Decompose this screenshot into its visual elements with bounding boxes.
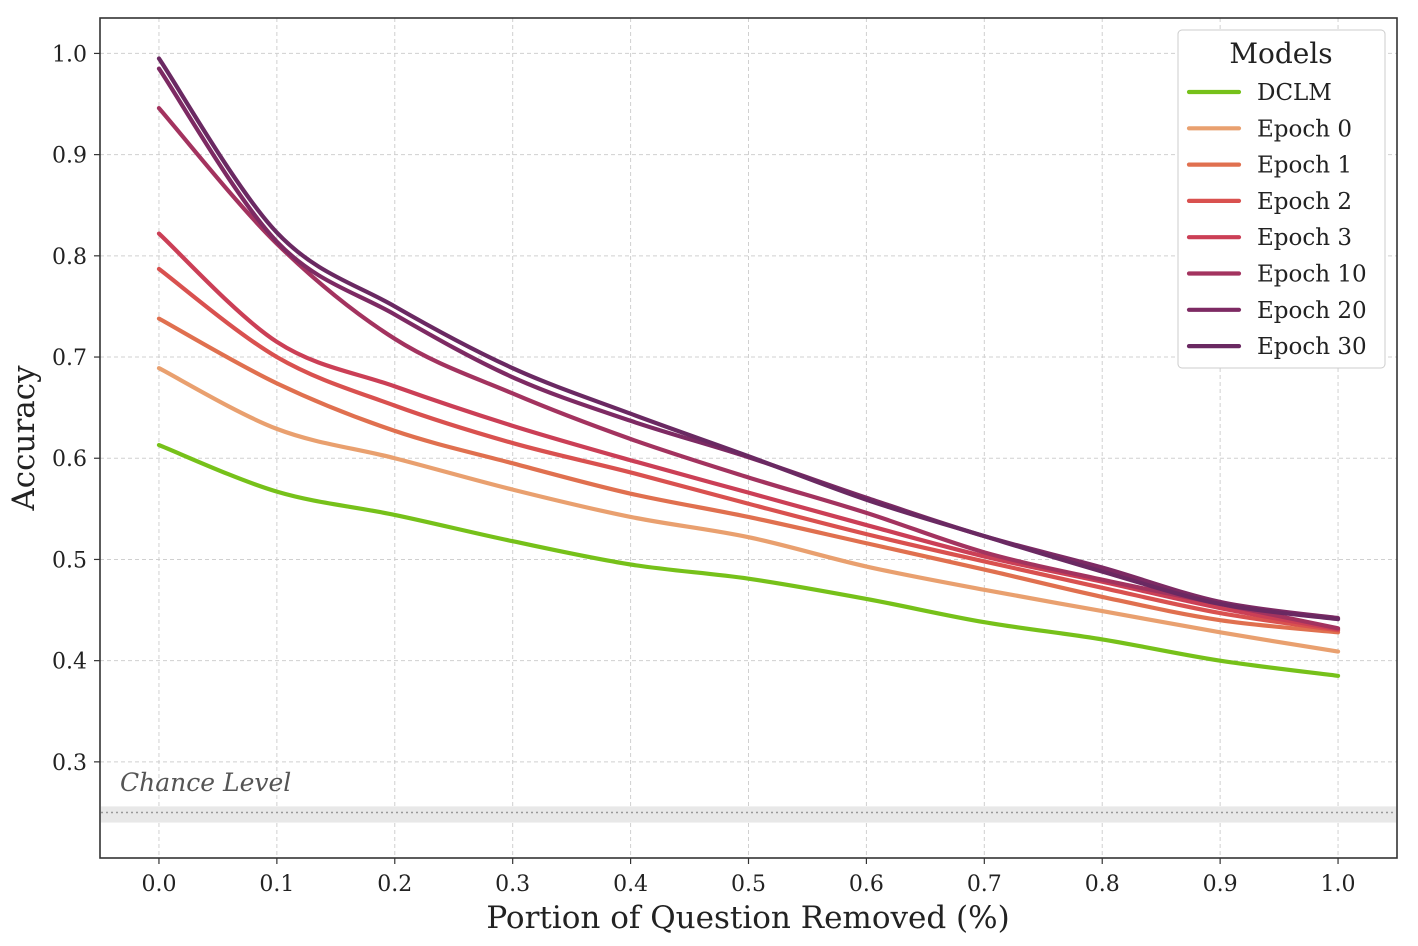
y-tick-label: 0.8	[52, 245, 87, 270]
x-tick-label: 0.7	[967, 872, 1002, 897]
series-line-epoch-10	[156, 105, 1341, 631]
x-tick-label: 0.9	[1203, 872, 1238, 897]
series-line-epoch-2	[156, 266, 1341, 633]
x-tick-label: 0.6	[849, 872, 884, 897]
series-line-epoch-3	[156, 231, 1341, 632]
legend-box	[1177, 29, 1386, 369]
y-axis-label: Accuracy	[6, 365, 42, 512]
x-tick-label: 0.5	[731, 872, 766, 897]
y-tick-label: 0.5	[52, 548, 87, 573]
legend-label-epoch-3: Epoch 3	[1257, 225, 1352, 251]
legend-label-epoch-30: Epoch 30	[1257, 334, 1367, 360]
x-tick-label: 1.0	[1321, 872, 1356, 897]
y-tick-label: 0.3	[52, 751, 87, 776]
legend: Models DCLM Epoch 0 Epoch 1 Epoch 2 Epoch 3 E…	[1177, 29, 1386, 369]
legend-label-epoch-1: Epoch 1	[1257, 153, 1352, 179]
x-axis-ticks: 0.0 0.1 0.2 0.3 0.4 0.5 0.6 0.7 0.8 0.9 1.0	[141, 858, 1356, 897]
x-tick-label: 0.4	[613, 872, 648, 897]
y-tick-label: 0.7	[52, 346, 87, 371]
series-lines	[156, 56, 1341, 678]
series-line-epoch-30	[156, 56, 1341, 622]
chance-level: Chance Level	[101, 768, 1396, 823]
y-tick-label: 1.0	[52, 42, 87, 67]
y-tick-label: 0.9	[52, 144, 87, 169]
legend-label-epoch-10: Epoch 10	[1257, 262, 1367, 288]
y-tick-label: 0.4	[52, 650, 87, 675]
x-tick-label: 0.3	[495, 872, 530, 897]
chance-level-band	[101, 806, 1396, 823]
y-axis-ticks: 0.3 0.4 0.5 0.6 0.7 0.8 0.9 1.0	[52, 42, 100, 776]
x-tick-label: 0.2	[377, 872, 412, 897]
legend-label-epoch-2: Epoch 2	[1257, 189, 1352, 215]
legend-label-epoch-0: Epoch 0	[1257, 116, 1352, 142]
x-tick-label: 0.8	[1085, 872, 1120, 897]
series-line-epoch-1	[156, 316, 1341, 635]
legend-label-epoch-20: Epoch 20	[1257, 298, 1367, 324]
series-line-epoch-0	[156, 366, 1341, 654]
legend-title: Models	[1229, 37, 1332, 70]
series-line-dclm	[156, 442, 1341, 678]
x-axis-label: Portion of Question Removed (%)	[486, 900, 1009, 936]
x-tick-label: 0.1	[259, 872, 294, 897]
x-tick-label: 0.0	[141, 872, 176, 897]
legend-label-dclm: DCLM	[1257, 80, 1332, 106]
chance-level-label: Chance Level	[120, 768, 291, 797]
y-tick-label: 0.6	[52, 447, 87, 472]
